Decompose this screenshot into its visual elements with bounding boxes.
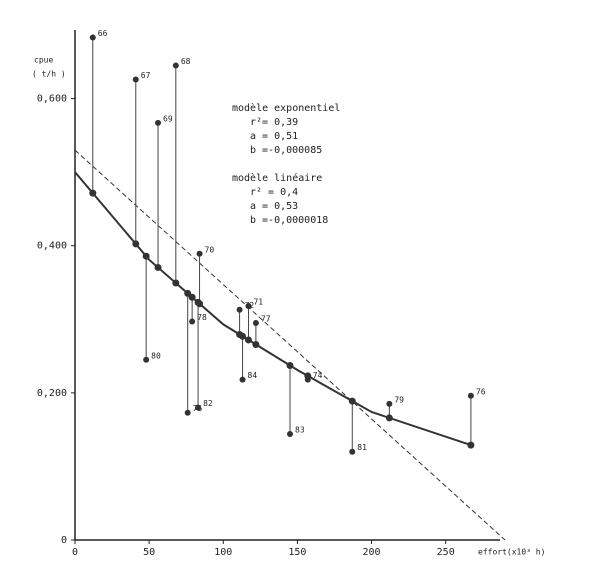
curve-point bbox=[154, 263, 162, 271]
point bbox=[143, 356, 150, 363]
curve-point bbox=[132, 240, 140, 248]
point bbox=[252, 319, 259, 326]
point-label: 74 bbox=[313, 371, 323, 380]
x-label: effort(x10³ h) bbox=[478, 548, 545, 557]
point-label: 81 bbox=[357, 443, 367, 452]
point-label: 78 bbox=[197, 313, 207, 322]
point-label: 66 bbox=[98, 29, 108, 38]
x-tick-label: 250 bbox=[437, 547, 455, 558]
x-tick-label: 100 bbox=[214, 547, 232, 558]
y-tick-label: 0 bbox=[61, 535, 67, 546]
point-label: 71 bbox=[253, 298, 263, 307]
point-label: 84 bbox=[248, 371, 258, 380]
point bbox=[386, 400, 393, 407]
curve-point bbox=[348, 397, 356, 405]
curve-point bbox=[142, 252, 150, 260]
curve-point bbox=[467, 441, 475, 449]
point bbox=[349, 448, 356, 455]
point-label: 80 bbox=[151, 351, 161, 360]
point bbox=[239, 376, 246, 383]
annotation: modèle linéaire bbox=[232, 172, 322, 184]
point bbox=[195, 404, 202, 411]
point bbox=[287, 431, 293, 438]
x-tick-label: 50 bbox=[143, 547, 155, 558]
y-label: cpue bbox=[34, 56, 53, 65]
point bbox=[236, 306, 243, 313]
exponential-curve bbox=[74, 171, 472, 447]
point bbox=[467, 392, 474, 399]
curve-point bbox=[194, 298, 202, 306]
annotation: a = 0,53 bbox=[250, 201, 298, 212]
point-label: 68 bbox=[181, 57, 191, 66]
curve-point bbox=[385, 414, 393, 422]
point-label: 67 bbox=[141, 71, 151, 80]
point bbox=[155, 119, 162, 126]
point-label: 70 bbox=[205, 245, 215, 254]
point-label: 77 bbox=[261, 314, 271, 323]
curve-point bbox=[239, 332, 247, 340]
annotation: r² = 0,4 bbox=[250, 187, 298, 198]
curve-point bbox=[286, 361, 294, 369]
annotation: b =-0,0000018 bbox=[250, 215, 328, 226]
point bbox=[172, 62, 179, 69]
point-label: 83 bbox=[295, 426, 305, 435]
point bbox=[304, 376, 311, 383]
annotation: r²= 0,39 bbox=[250, 117, 298, 128]
linear-fit bbox=[74, 149, 506, 541]
y-tick-label: 0,200 bbox=[37, 388, 67, 399]
curve-point bbox=[252, 341, 260, 349]
point-label: 76 bbox=[476, 387, 486, 396]
y-tick-label: 0,400 bbox=[37, 241, 67, 252]
annotation: b =-0,000085 bbox=[250, 145, 322, 156]
x-tick-label: 0 bbox=[72, 547, 78, 558]
curve-point bbox=[188, 293, 196, 301]
point-label: 72 bbox=[245, 301, 255, 310]
y-tick-label: 0,600 bbox=[37, 94, 67, 105]
point-label: 79 bbox=[394, 395, 404, 404]
point bbox=[89, 34, 96, 41]
x-tick-label: 200 bbox=[363, 547, 381, 558]
point bbox=[184, 409, 191, 416]
point bbox=[245, 303, 252, 310]
annotation: a = 0,51 bbox=[250, 131, 298, 142]
point bbox=[189, 318, 196, 325]
y-label: ( t/h ) bbox=[32, 70, 66, 79]
x-tick-label: 150 bbox=[288, 547, 306, 558]
point bbox=[132, 76, 139, 83]
curve-point bbox=[172, 279, 180, 287]
curve-point bbox=[244, 336, 252, 344]
point bbox=[196, 250, 203, 257]
point-label: 69 bbox=[163, 114, 173, 123]
annotation: modèle exponentiel bbox=[232, 102, 340, 114]
point-label: 82 bbox=[203, 399, 213, 408]
curve-point bbox=[89, 189, 97, 197]
